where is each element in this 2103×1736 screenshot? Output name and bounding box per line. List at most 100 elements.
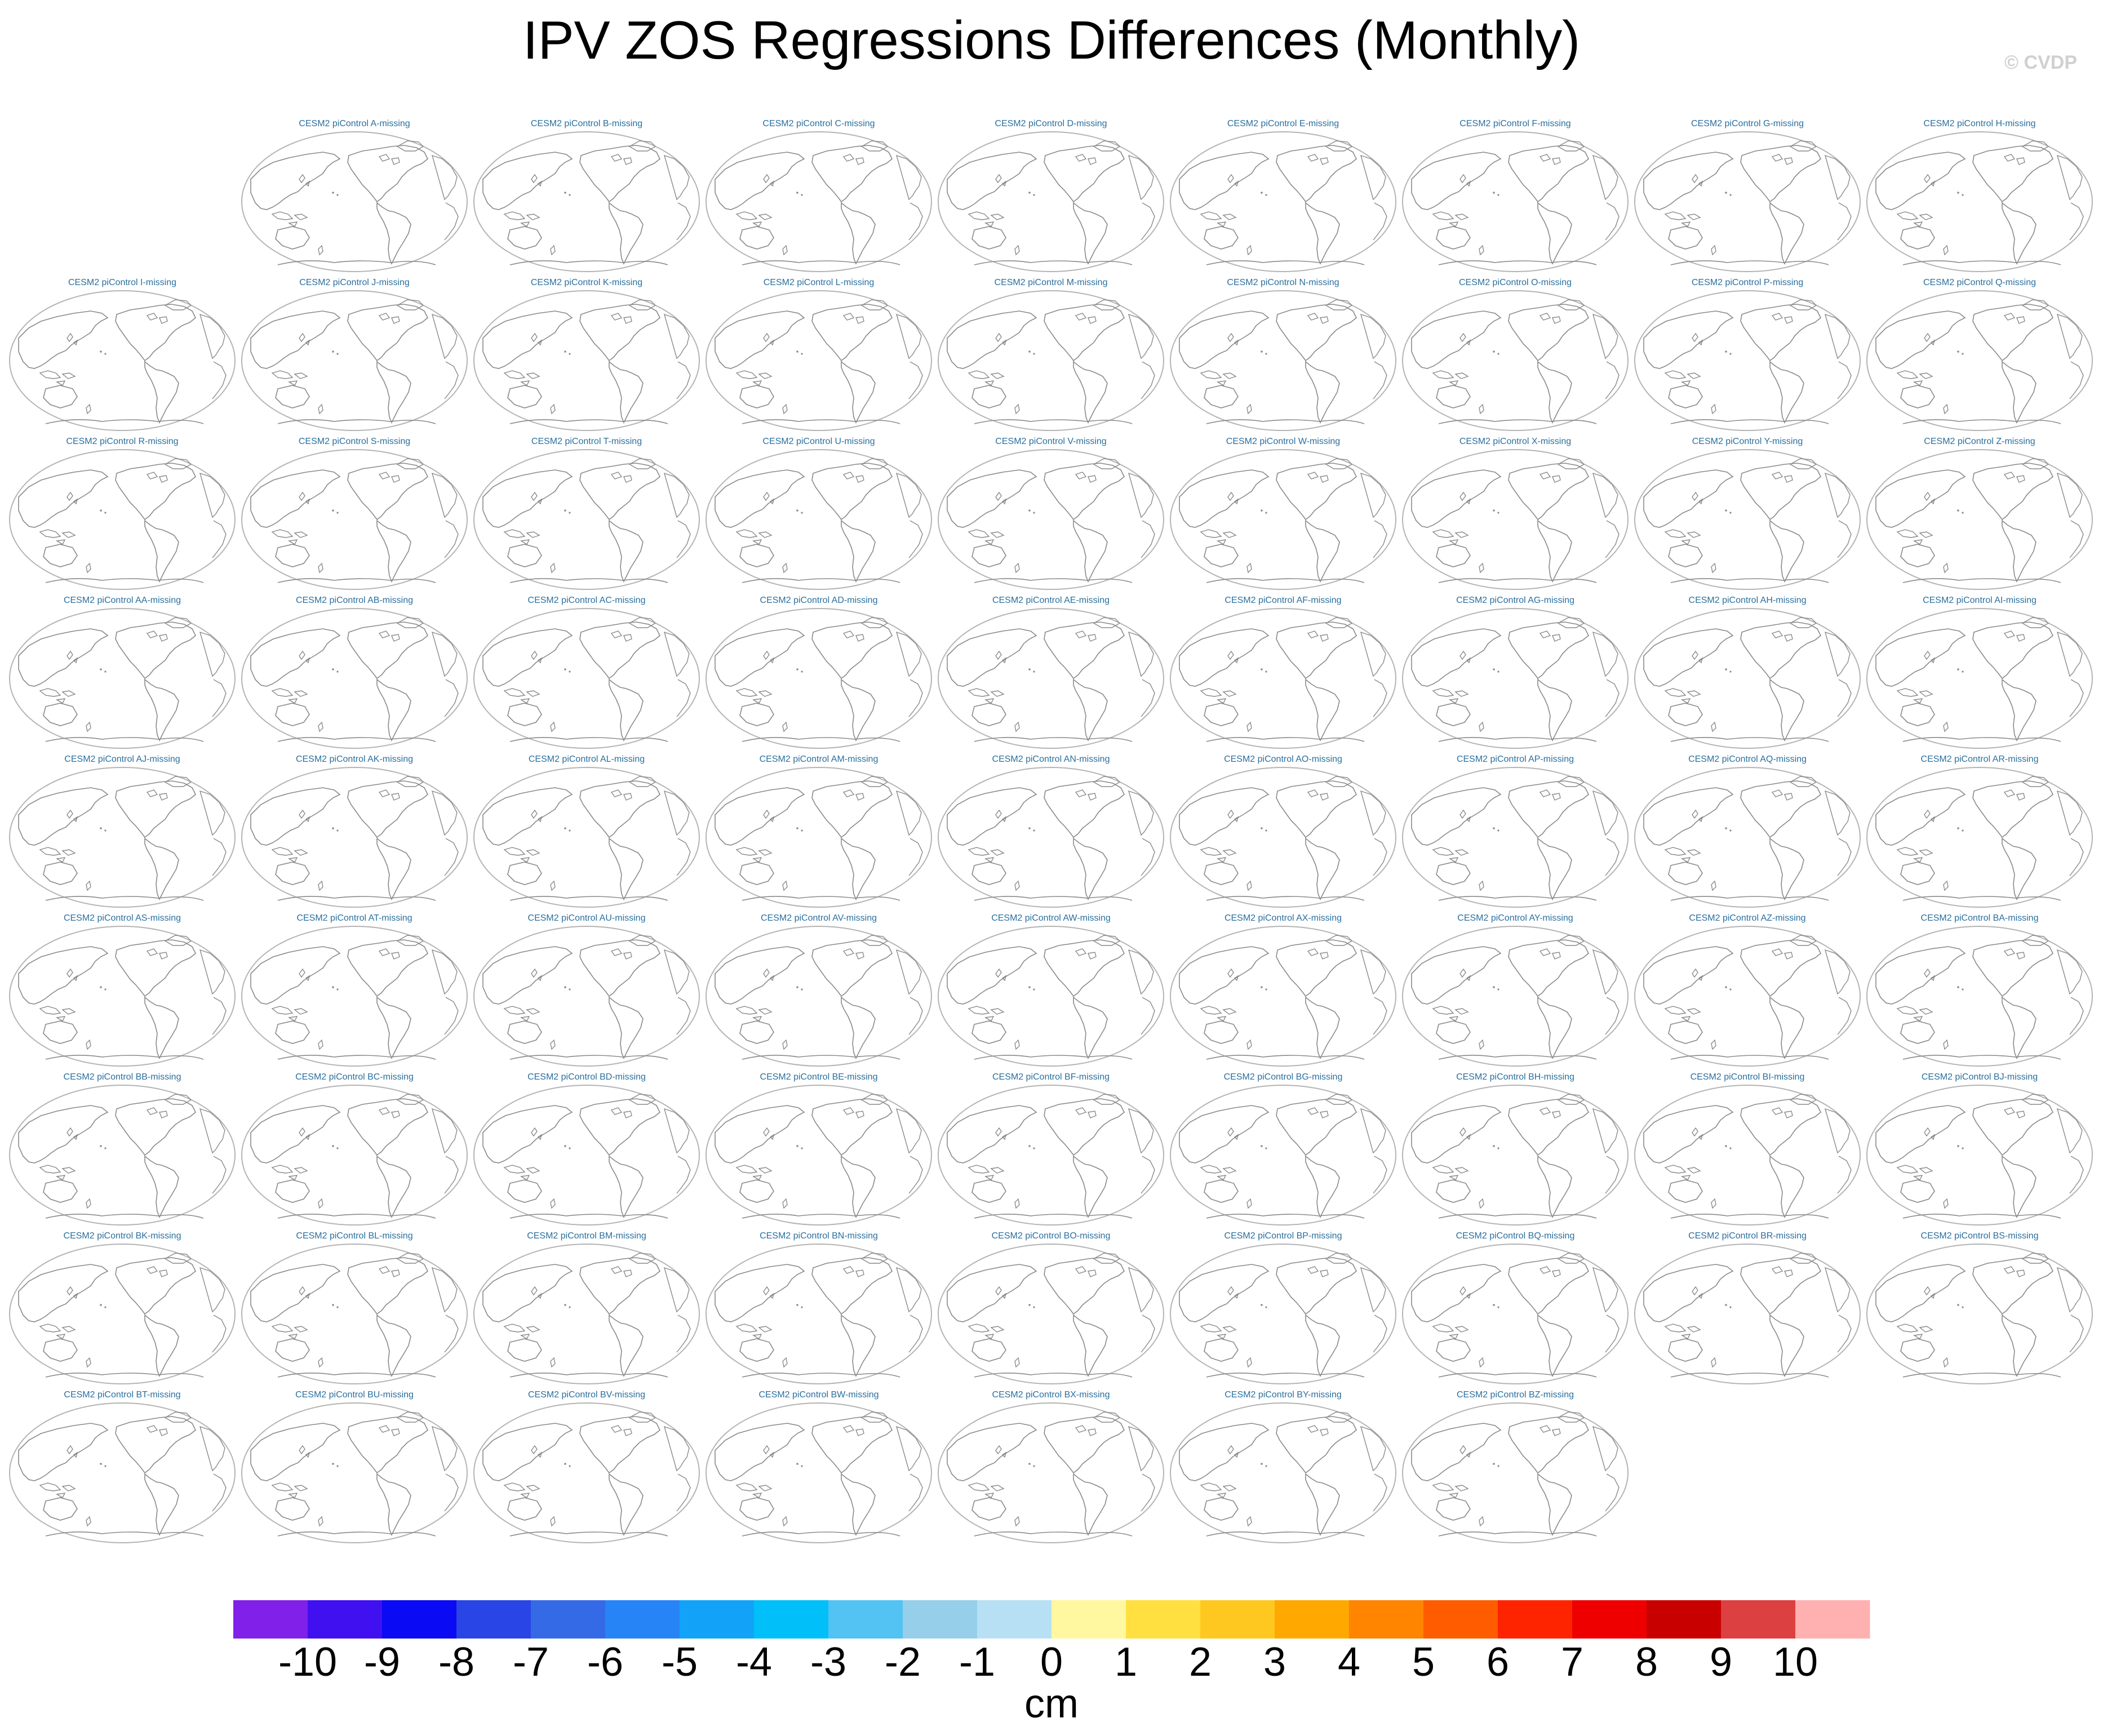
world-map — [1634, 767, 1861, 908]
world-map — [473, 767, 700, 908]
map-panel-aa: CESM2 piControl AA-missing — [6, 595, 238, 753]
map-panel-a: CESM2 piControl A-missing — [238, 118, 471, 276]
map-panel-m: CESM2 piControl M-missing — [935, 277, 1167, 435]
colorbar-swatch — [754, 1600, 829, 1639]
map-panel-br: CESM2 piControl BR-missing — [1631, 1231, 1864, 1388]
world-map — [706, 926, 932, 1067]
panel-title: CESM2 piControl W-missing — [1226, 437, 1341, 446]
panel-title: CESM2 piControl AP-missing — [1456, 754, 1574, 764]
colorbar-tick-label: 3 — [1263, 1640, 1286, 1685]
world-map — [241, 449, 468, 590]
panel-title: CESM2 piControl BK-missing — [63, 1231, 181, 1241]
map-panel-at: CESM2 piControl AT-missing — [238, 913, 471, 1071]
panel-title: CESM2 piControl I-missing — [68, 278, 177, 287]
colorbar-swatch — [1647, 1600, 1722, 1639]
world-map — [9, 767, 236, 908]
panel-title: CESM2 piControl AY-missing — [1457, 913, 1573, 923]
panel-title: CESM2 piControl AD-missing — [760, 596, 878, 605]
world-map — [1402, 767, 1629, 908]
map-panel-ap: CESM2 piControl AP-missing — [1399, 754, 1631, 912]
world-map — [473, 1085, 700, 1226]
colorbar-tick-label: 5 — [1412, 1640, 1435, 1685]
panel-title: CESM2 piControl V-missing — [995, 437, 1107, 446]
colorbar-tick-label: -5 — [662, 1640, 698, 1685]
colorbar-swatch — [456, 1600, 531, 1639]
map-panel-r: CESM2 piControl R-missing — [6, 436, 238, 594]
panel-title: CESM2 piControl BL-missing — [296, 1231, 413, 1241]
world-map — [1402, 1244, 1629, 1384]
panel-title: CESM2 piControl N-missing — [1227, 278, 1339, 287]
panel-title: CESM2 piControl BD-missing — [527, 1072, 646, 1082]
world-map — [1402, 1402, 1629, 1543]
map-panel-ay: CESM2 piControl AY-missing — [1399, 913, 1631, 1071]
world-map — [241, 767, 468, 908]
panel-title: CESM2 piControl A-missing — [299, 119, 410, 128]
world-map — [938, 608, 1164, 749]
panel-title: CESM2 piControl BC-missing — [295, 1072, 414, 1082]
map-panel-j: CESM2 piControl J-missing — [238, 277, 471, 435]
colorbar-tick-label: -1 — [959, 1640, 995, 1685]
world-map — [938, 1244, 1164, 1384]
world-map — [1866, 1244, 2093, 1384]
colorbar-swatch — [605, 1600, 680, 1639]
world-map — [938, 1085, 1164, 1226]
world-map — [1170, 608, 1396, 749]
map-panel-h: CESM2 piControl H-missing — [1864, 118, 2096, 276]
panel-title: CESM2 piControl BR-missing — [1688, 1231, 1807, 1241]
panel-title: CESM2 piControl U-missing — [762, 437, 875, 446]
map-panel-ax: CESM2 piControl AX-missing — [1167, 913, 1399, 1071]
colorbar-tick-label: -10 — [278, 1640, 337, 1685]
world-map — [1634, 608, 1861, 749]
panel-title: CESM2 piControl Q-missing — [1923, 278, 2037, 287]
world-map — [1170, 131, 1396, 272]
map-panel-by: CESM2 piControl BY-missing — [1167, 1389, 1399, 1547]
panel-title: CESM2 piControl AM-missing — [759, 754, 879, 764]
map-panel-ai: CESM2 piControl AI-missing — [1864, 595, 2096, 753]
world-map — [1866, 1085, 2093, 1226]
map-panel-al: CESM2 piControl AL-missing — [471, 754, 703, 912]
map-panel-i: CESM2 piControl I-missing — [6, 277, 238, 435]
panel-title: CESM2 piControl P-missing — [1691, 278, 1804, 287]
colorbar-swatch — [1795, 1600, 1870, 1639]
world-map — [1634, 131, 1861, 272]
world-map — [473, 608, 700, 749]
world-map — [1402, 131, 1629, 272]
map-panel-bb: CESM2 piControl BB-missing — [6, 1072, 238, 1229]
panel-title: CESM2 piControl R-missing — [66, 437, 179, 446]
map-panel-ae: CESM2 piControl AE-missing — [935, 595, 1167, 753]
map-panel-d: CESM2 piControl D-missing — [935, 118, 1167, 276]
map-panel-bl: CESM2 piControl BL-missing — [238, 1231, 471, 1388]
panel-title: CESM2 piControl AB-missing — [295, 596, 414, 605]
panel-title: CESM2 piControl AQ-missing — [1688, 754, 1807, 764]
world-map — [9, 1244, 236, 1384]
map-panel-af: CESM2 piControl AF-missing — [1167, 595, 1399, 753]
map-panel-aj: CESM2 piControl AJ-missing — [6, 754, 238, 912]
world-map — [706, 131, 932, 272]
map-panel-be: CESM2 piControl BE-missing — [703, 1072, 935, 1229]
map-panel-bu: CESM2 piControl BU-missing — [238, 1389, 471, 1547]
world-map — [1170, 926, 1396, 1067]
map-panel-ab: CESM2 piControl AB-missing — [238, 595, 471, 753]
map-panel-bi: CESM2 piControl BI-missing — [1631, 1072, 1864, 1229]
map-panel-bp: CESM2 piControl BP-missing — [1167, 1231, 1399, 1388]
panel-title: CESM2 piControl AX-missing — [1224, 913, 1342, 923]
panel-title: CESM2 piControl BY-missing — [1224, 1390, 1342, 1400]
map-panel-au: CESM2 piControl AU-missing — [471, 913, 703, 1071]
colorbar-tick-label: 4 — [1338, 1640, 1360, 1685]
panel-title: CESM2 piControl Y-missing — [1692, 437, 1803, 446]
map-panel-bn: CESM2 piControl BN-missing — [703, 1231, 935, 1388]
panel-title: CESM2 piControl Z-missing — [1924, 437, 2035, 446]
colorbar-swatch — [1349, 1600, 1424, 1639]
colorbar-swatch — [828, 1600, 903, 1639]
map-panel-w: CESM2 piControl W-missing — [1167, 436, 1399, 594]
world-map — [473, 926, 700, 1067]
cvdp-watermark: © CVDP — [2004, 52, 2077, 73]
colorbar-swatch — [977, 1600, 1052, 1639]
colorbar-swatch — [1498, 1600, 1573, 1639]
colorbar-tick-label: 10 — [1773, 1640, 1818, 1685]
map-panel-l: CESM2 piControl L-missing — [703, 277, 935, 435]
map-panel-ah: CESM2 piControl AH-missing — [1631, 595, 1864, 753]
map-panel-k: CESM2 piControl K-missing — [471, 277, 703, 435]
map-panel-ba: CESM2 piControl BA-missing — [1864, 913, 2096, 1071]
